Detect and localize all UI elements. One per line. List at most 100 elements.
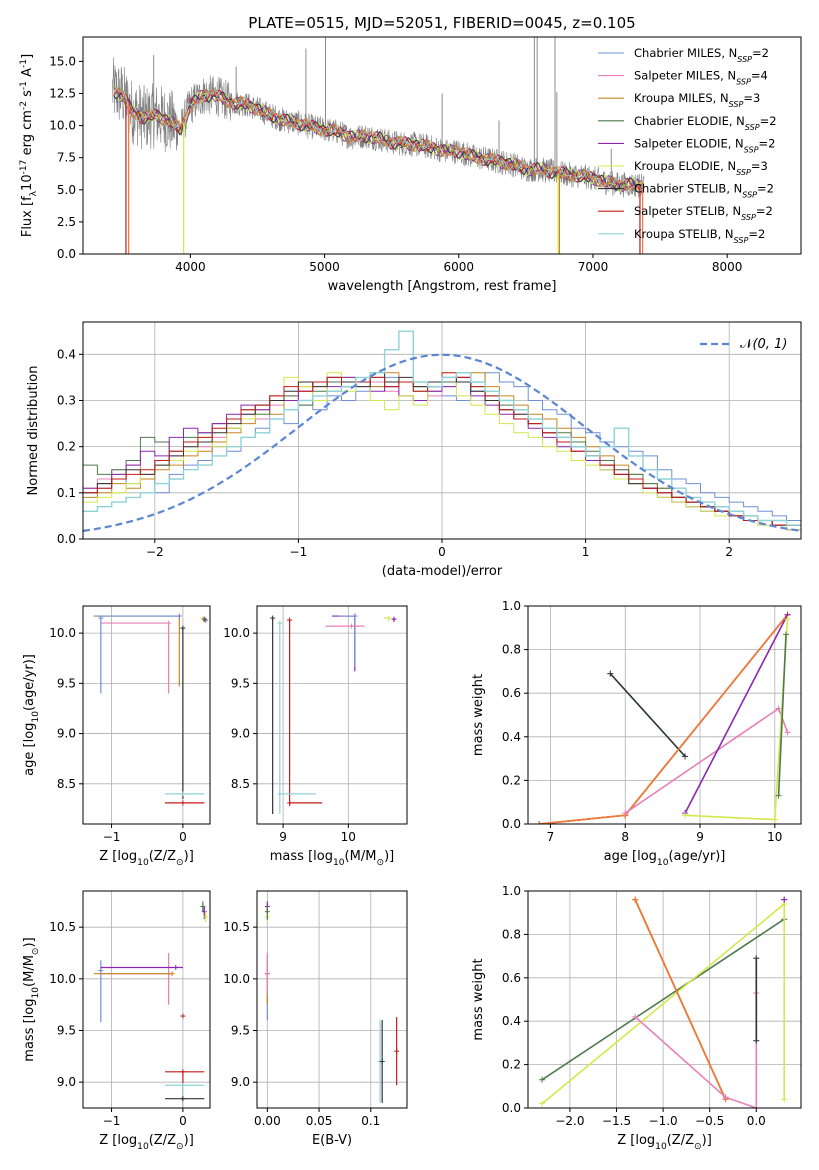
y-tick-label: 15.0	[49, 54, 76, 68]
y-tick-label: 0.2	[502, 1058, 521, 1072]
point-marker	[607, 670, 614, 677]
point-marker	[753, 1105, 760, 1108]
y-tick-label: 9.0	[57, 727, 76, 741]
legend-entry: Kroupa ELODIE, NSSP=3	[634, 159, 768, 177]
data-point	[165, 1082, 205, 1108]
y-tick-label: 0.4	[57, 347, 76, 361]
plot-area	[93, 901, 209, 1108]
axes-frame	[256, 890, 408, 1109]
x-tick-label: −1	[103, 830, 121, 844]
legend-entry: Chabrier ELODIE, NSSP=2	[634, 114, 777, 132]
x-tick-label: 9	[279, 830, 287, 844]
point-marker	[753, 1037, 760, 1044]
legend: Chabrier MILES, NSSP=2 Salpeter MILES, NS…	[598, 46, 777, 244]
y-tick-label: 0.0	[57, 247, 76, 261]
plot-area	[93, 613, 209, 806]
y-tick-label: 0.6	[502, 971, 521, 985]
y-tick-label: 0.2	[57, 440, 76, 454]
data-point	[98, 615, 104, 694]
point-marker	[722, 1094, 729, 1101]
data-point	[379, 1020, 385, 1103]
y-tick-label: 2.5	[57, 215, 76, 229]
data-point	[203, 617, 209, 623]
x-tick-label: 7	[547, 830, 555, 844]
y-tick-label: 10.0	[223, 972, 250, 986]
y-tick-label: 0.3	[57, 393, 76, 407]
data-point	[165, 1096, 205, 1102]
x-tick-label: 0.05	[306, 1114, 333, 1128]
x-tick-label: −1	[290, 545, 308, 559]
data-point	[165, 800, 205, 806]
x-tick-label: 0	[438, 545, 446, 559]
residuals-histogram-panel: −2 −1 0 1 2 0.0 0.1 0.2 0.3 0.4 (data-model)/error…	[26, 321, 802, 579]
y-tick-label: 0.2	[502, 773, 521, 787]
y-axis-label: age [log10(age/yr)]	[22, 654, 41, 776]
y-tick-label: 10.0	[223, 626, 250, 640]
legend-entry: 𝒩(0, 1)	[740, 337, 787, 352]
point-marker	[771, 816, 778, 823]
mass-vs-metallicity-panel: −1 0 9.0 9.5 10.0 10.5 Z [log10(Z/Z⊙)] mass [lo…	[22, 890, 211, 1152]
mass-weight-line-salpeter_miles	[634, 993, 758, 1108]
data-point	[325, 623, 365, 629]
y-tick-label: 0.1	[57, 486, 76, 500]
x-tick-label: 0.1	[361, 1114, 380, 1128]
x-axis-label: Z [log10(Z/Z⊙)]	[617, 1133, 712, 1152]
data-point	[100, 620, 172, 694]
plot-area	[270, 613, 397, 814]
chart-title: PLATE=0515, MJD=52051, FIBERID=0045, z=0…	[248, 14, 635, 32]
y-axis-label: mass weight	[471, 958, 486, 1040]
y-tick-label: 0.4	[502, 1014, 521, 1028]
plot-area	[538, 896, 788, 1108]
y-tick-label: 7.5	[57, 151, 76, 165]
y-tick-label: 10.0	[49, 972, 76, 986]
y-tick-label: 9.0	[231, 727, 250, 741]
data-point	[270, 615, 276, 814]
point-marker	[536, 821, 543, 824]
y-tick-label: 8.5	[57, 777, 76, 791]
x-tick-label: −1.5	[602, 1114, 631, 1128]
y-tick-label: 0.0	[502, 817, 521, 831]
x-tick-label: 0	[179, 830, 187, 844]
y-tick-label: 1.0	[502, 884, 521, 898]
data-point	[180, 1013, 186, 1019]
x-axis-label: (data-model)/error	[382, 564, 503, 579]
data-point	[287, 617, 293, 806]
data-point	[93, 971, 175, 977]
mass-weight-line-orange_model	[539, 614, 789, 824]
data-point	[203, 911, 209, 922]
data-point	[332, 613, 358, 672]
y-tick-label: 10.5	[49, 920, 76, 934]
data-point	[100, 964, 183, 970]
data-point	[287, 800, 323, 806]
x-tick-label: 6000	[444, 260, 475, 274]
y-tick-label: 12.5	[49, 86, 76, 100]
age-vs-metallicity-panel: −1 0 8.5 9.0 9.5 10.0 Z [log10(Z/Z⊙)] age [log1…	[22, 605, 211, 868]
mass-weight-vs-metallicity-panel: −2.0 −1.5 −1.0 −0.5 0.0 0.0 0.2 0.4 0.6 0.8 1.0 Z […	[471, 884, 802, 1152]
legend-entry: Chabrier STELIB, NSSP=2	[634, 182, 774, 200]
y-tick-label: 10.0	[49, 119, 76, 133]
gridlines	[83, 606, 210, 824]
x-tick-label: 8000	[712, 260, 743, 274]
x-axis-label: wavelength [Angstrom, rest frame]	[328, 279, 557, 294]
point-marker	[538, 1076, 545, 1083]
y-tick-label: 0.0	[57, 532, 76, 546]
point-marker	[632, 896, 639, 903]
point-marker	[538, 1100, 545, 1107]
x-tick-label: 0.0	[747, 1114, 766, 1128]
plot-area	[83, 330, 801, 532]
y-axis-label: Flux [fλ10-17 erg cm-2 s-1 A-1]	[19, 54, 39, 237]
x-tick-label: −2.0	[555, 1114, 584, 1128]
point-marker	[753, 955, 760, 962]
legend-entry: Kroupa STELIB, NSSP=2	[634, 227, 765, 245]
plot-area	[112, 37, 645, 254]
model-spectrum-kroupa_stelib	[113, 86, 643, 192]
point-marker	[632, 1013, 639, 1020]
normal-distribution-curve	[83, 353, 801, 532]
mass-weight-line-kroupa_elodie	[685, 619, 789, 821]
gridlines	[83, 891, 210, 1108]
axes-frame	[82, 605, 211, 825]
point-marker	[682, 812, 689, 819]
x-tick-label: 2	[725, 545, 733, 559]
x-tick-label: 8	[621, 830, 629, 844]
plot-area	[264, 901, 400, 1103]
